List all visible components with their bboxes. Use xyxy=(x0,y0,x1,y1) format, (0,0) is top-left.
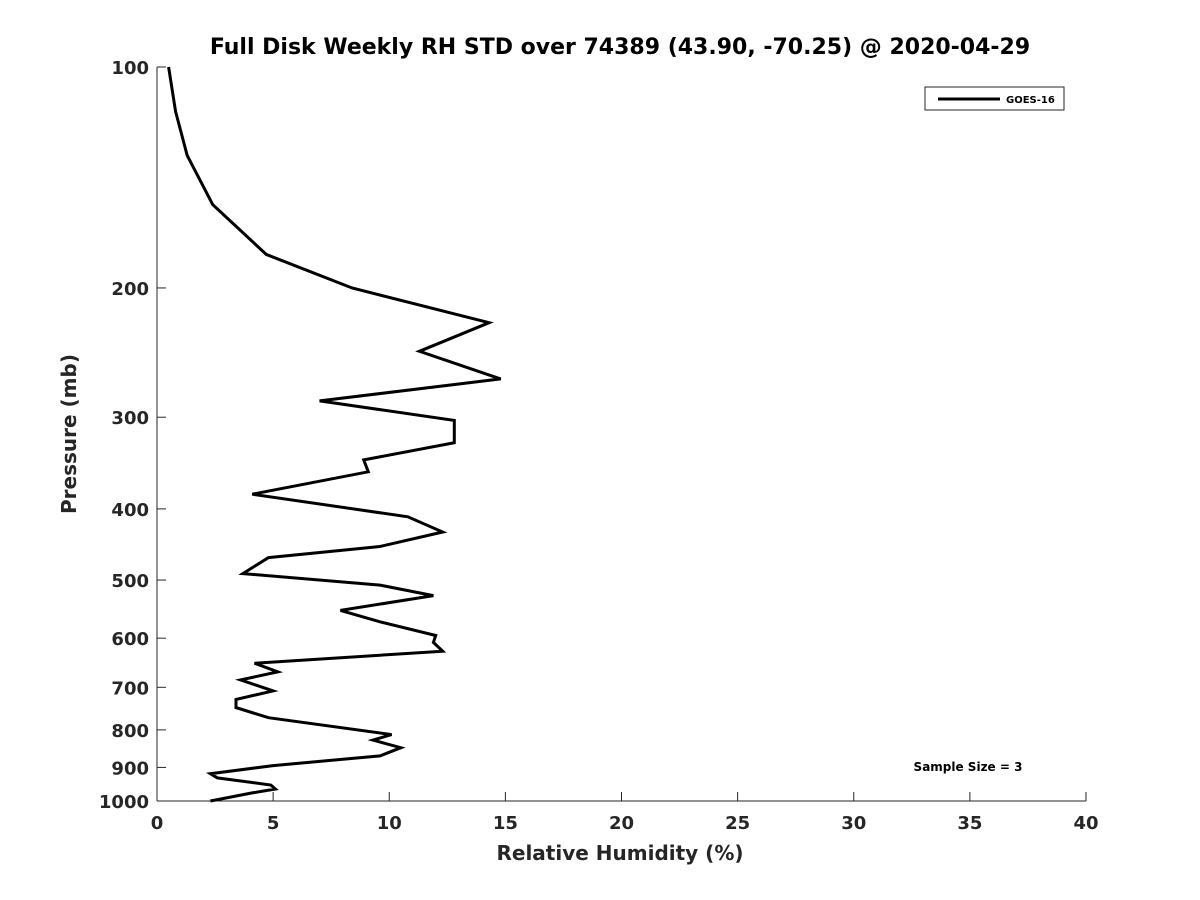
x-tick-label: 35 xyxy=(957,813,982,834)
x-ticks: 0 5 10 15 20 25 30 35 40 xyxy=(151,792,1099,834)
x-tick-label: 5 xyxy=(267,813,280,834)
x-tick-label: 0 xyxy=(151,813,164,834)
plot-area xyxy=(156,67,1086,802)
y-tick-label: 600 xyxy=(111,629,149,650)
y-tick-label: 1000 xyxy=(99,792,149,813)
y-tick-label: 800 xyxy=(111,721,149,742)
chart-title: Full Disk Weekly RH STD over 74389 (43.9… xyxy=(210,35,1030,60)
x-tick-label: 15 xyxy=(493,813,518,834)
series-layer xyxy=(167,66,502,803)
y-ticks: 100 200 300 400 500 600 700 800 900 1000 xyxy=(99,58,166,813)
y-tick-label: 700 xyxy=(111,678,149,699)
y-tick-label: 100 xyxy=(111,58,149,79)
x-tick-label: 20 xyxy=(609,813,634,834)
y-tick-label: 200 xyxy=(111,279,149,300)
y-axis-label: Pressure (mb) xyxy=(57,354,81,514)
legend-label-goes-16: GOES-16 xyxy=(1006,95,1055,106)
y-tick-label: 900 xyxy=(111,758,149,779)
y-tick-label: 500 xyxy=(111,571,149,592)
x-tick-label: 10 xyxy=(377,813,402,834)
y-tick-label: 400 xyxy=(111,500,149,521)
x-tick-label: 40 xyxy=(1073,813,1098,834)
sample-size-annotation: Sample Size = 3 xyxy=(914,760,1023,774)
y-tick-label: 300 xyxy=(111,408,149,429)
x-axis-label: Relative Humidity (%) xyxy=(496,841,743,865)
series-line-goes-16 xyxy=(167,66,502,803)
x-tick-label: 25 xyxy=(725,813,750,834)
x-tick-label: 30 xyxy=(841,813,866,834)
legend: GOES-16 xyxy=(924,86,1065,111)
